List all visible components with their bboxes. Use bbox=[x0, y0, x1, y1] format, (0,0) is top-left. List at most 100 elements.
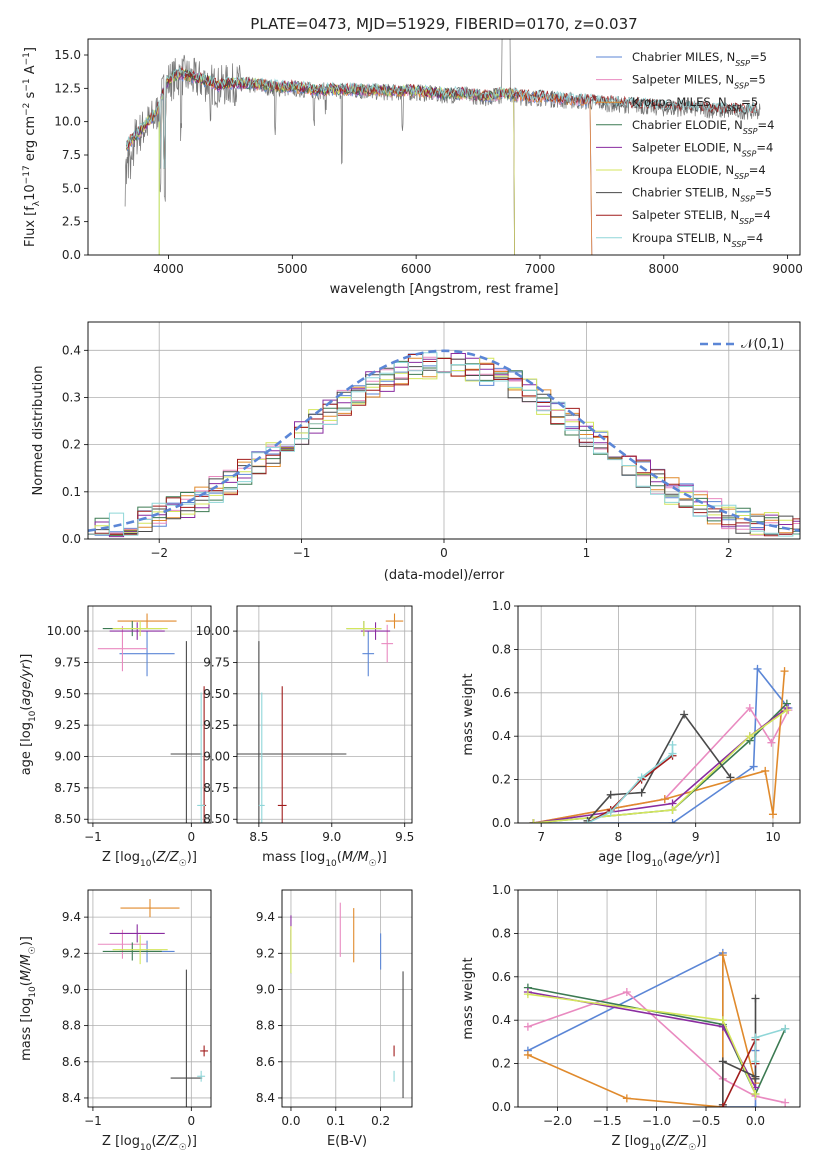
age-vs-mass-x-axis-label: mass [log10(M/M☉)] bbox=[262, 850, 387, 869]
x-tick-label: −1 bbox=[84, 1114, 102, 1128]
residual-histogram-line bbox=[88, 354, 800, 537]
x-tick-label: 9.0 bbox=[322, 830, 341, 844]
mass-weight-marker bbox=[523, 1050, 532, 1059]
residuals-frame bbox=[87, 321, 801, 540]
spectrum-frame bbox=[87, 38, 801, 256]
mass-weight-marker bbox=[749, 762, 758, 771]
gaussian-legend-label: 𝒩(0,1) bbox=[741, 337, 784, 352]
mass-weight-line bbox=[533, 671, 786, 823]
mass-weight-line bbox=[722, 998, 757, 1105]
x-tick-label: −2 bbox=[150, 546, 168, 560]
mass-weight-marker bbox=[668, 819, 677, 823]
y-tick-label: 1.0 bbox=[492, 883, 511, 897]
mass-weight-marker bbox=[751, 1074, 760, 1083]
y-tick-label: 0.6 bbox=[492, 970, 511, 984]
x-tick-label: 5000 bbox=[277, 262, 308, 276]
x-tick-label: 7 bbox=[537, 830, 545, 844]
y-tick-label: 8.75 bbox=[54, 781, 81, 795]
y-tick-label: 0.3 bbox=[62, 390, 81, 404]
residual-histogram-line bbox=[88, 352, 800, 537]
mass-weight-marker bbox=[606, 790, 615, 799]
x-tick-label: −1 bbox=[293, 546, 311, 560]
age-vs-Z-x-axis-label: Z [log10(Z/Z☉)] bbox=[102, 850, 197, 869]
y-tick-label: 9.75 bbox=[54, 655, 81, 669]
mass-weight-marker bbox=[782, 706, 791, 715]
x-tick-label: −1 bbox=[84, 830, 102, 844]
weight-vs-age-frame bbox=[517, 605, 801, 824]
y-tick-label: 9.4 bbox=[62, 910, 81, 924]
residuals-x-axis-label: (data-model)/error bbox=[384, 568, 505, 583]
spectrum-x-axis-label: wavelength [Angstrom, rest frame] bbox=[330, 282, 559, 297]
mass-weight-marker bbox=[668, 740, 677, 749]
residuals-y-axis-label: Normed distribution bbox=[31, 366, 46, 496]
mass-weight-marker bbox=[718, 1057, 727, 1066]
y-tick-label: 0.1 bbox=[62, 485, 81, 499]
mass-weight-marker bbox=[583, 819, 592, 823]
y-tick-label: 9.2 bbox=[62, 946, 81, 960]
mass-vs-EBV-frame bbox=[281, 889, 413, 1108]
weight-vs-Z-plot-area bbox=[523, 948, 790, 1107]
y-tick-label: 10.00 bbox=[196, 624, 230, 638]
mass-weight-marker bbox=[718, 951, 727, 960]
mass-weight-marker bbox=[660, 795, 669, 804]
y-tick-label: 9.0 bbox=[62, 982, 81, 996]
mass-weight-line bbox=[533, 709, 788, 823]
mass-weight-marker bbox=[780, 667, 789, 676]
weight-vs-Z-x-axis-label: Z [log10(Z/Z☉)] bbox=[612, 1134, 707, 1153]
age-vs-Z-axes: −1 0 8.50 8.75 9.00 9.25 9.50 9.75 10.00 bbox=[47, 606, 211, 844]
mass-weight-marker bbox=[523, 1022, 532, 1031]
y-tick-label: 0.4 bbox=[492, 1013, 511, 1027]
x-tick-label: −0.5 bbox=[691, 1114, 720, 1128]
y-tick-label: 8.4 bbox=[62, 1091, 81, 1105]
x-tick-label: 8 bbox=[615, 830, 623, 844]
y-tick-label: 0.2 bbox=[62, 438, 81, 452]
x-tick-label: 2 bbox=[725, 546, 733, 560]
age-vs-mass-plot-area bbox=[237, 613, 404, 823]
age-vs-Z-frame bbox=[87, 605, 212, 824]
mass-weight-marker bbox=[529, 819, 538, 823]
x-tick-label: 1 bbox=[583, 546, 591, 560]
mass-weight-marker bbox=[622, 987, 631, 996]
legend-entry: Salpeter MILES, NSSP=5 bbox=[632, 73, 766, 91]
y-tick-label: 2.5 bbox=[62, 215, 81, 229]
mass-weight-line bbox=[754, 1028, 786, 1062]
y-tick-label: 8.8 bbox=[62, 1019, 81, 1033]
legend-entry: Chabrier MILES, NSSP=5 bbox=[632, 50, 767, 68]
y-tick-label: 8.6 bbox=[62, 1055, 81, 1069]
weight-vs-age-plot-area bbox=[529, 664, 793, 823]
y-tick-label: 9.00 bbox=[54, 750, 81, 764]
mass-weight-marker bbox=[726, 773, 735, 782]
y-tick-label: 0.0 bbox=[62, 532, 81, 546]
y-tick-label: 0.0 bbox=[62, 248, 81, 262]
y-tick-label: 0.4 bbox=[492, 729, 511, 743]
mass-weight-line bbox=[533, 707, 788, 823]
y-tick-label: 8.4 bbox=[256, 1091, 275, 1105]
mass-weight-marker bbox=[637, 773, 646, 782]
mass-weight-marker bbox=[622, 1094, 631, 1103]
legend-entry: Kroupa STELIB, NSSP=4 bbox=[632, 231, 763, 249]
mass-weight-marker bbox=[718, 1016, 727, 1025]
y-tick-label: 0.0 bbox=[492, 1100, 511, 1114]
y-tick-label: 8.75 bbox=[203, 781, 230, 795]
gaussian-curve bbox=[88, 349, 800, 532]
y-tick-label: 9.25 bbox=[203, 718, 230, 732]
figure-title: PLATE=0473, MJD=51929, FIBERID=0170, z=0… bbox=[250, 15, 637, 33]
y-tick-label: 9.75 bbox=[203, 655, 230, 669]
x-tick-label: 0 bbox=[440, 546, 448, 560]
mass-vs-Z-y-axis-label: mass [log10(M/M☉)] bbox=[19, 936, 38, 1061]
model-spectrum-line bbox=[126, 70, 515, 255]
spectrum-y-axis-label: Flux [fλ10−17 erg cm−2 s−1 A−1] bbox=[22, 47, 42, 247]
legend-entry: Chabrier ELODIE, NSSP=4 bbox=[632, 118, 774, 136]
x-tick-label: 8000 bbox=[649, 262, 680, 276]
y-tick-label: 0.0 bbox=[492, 816, 511, 830]
mass-weight-marker bbox=[751, 1057, 760, 1066]
mass-vs-EBV-x-axis-label: E(B-V) bbox=[327, 1134, 367, 1149]
mass-weight-marker bbox=[718, 1103, 727, 1107]
y-tick-label: 8.6 bbox=[256, 1055, 275, 1069]
mass-weight-line bbox=[527, 951, 757, 1107]
mass-weight-marker bbox=[768, 810, 777, 819]
x-tick-label: 10 bbox=[765, 830, 780, 844]
x-tick-label: 9.5 bbox=[395, 830, 414, 844]
weight-vs-age-y-axis-label: mass weight bbox=[461, 673, 476, 755]
